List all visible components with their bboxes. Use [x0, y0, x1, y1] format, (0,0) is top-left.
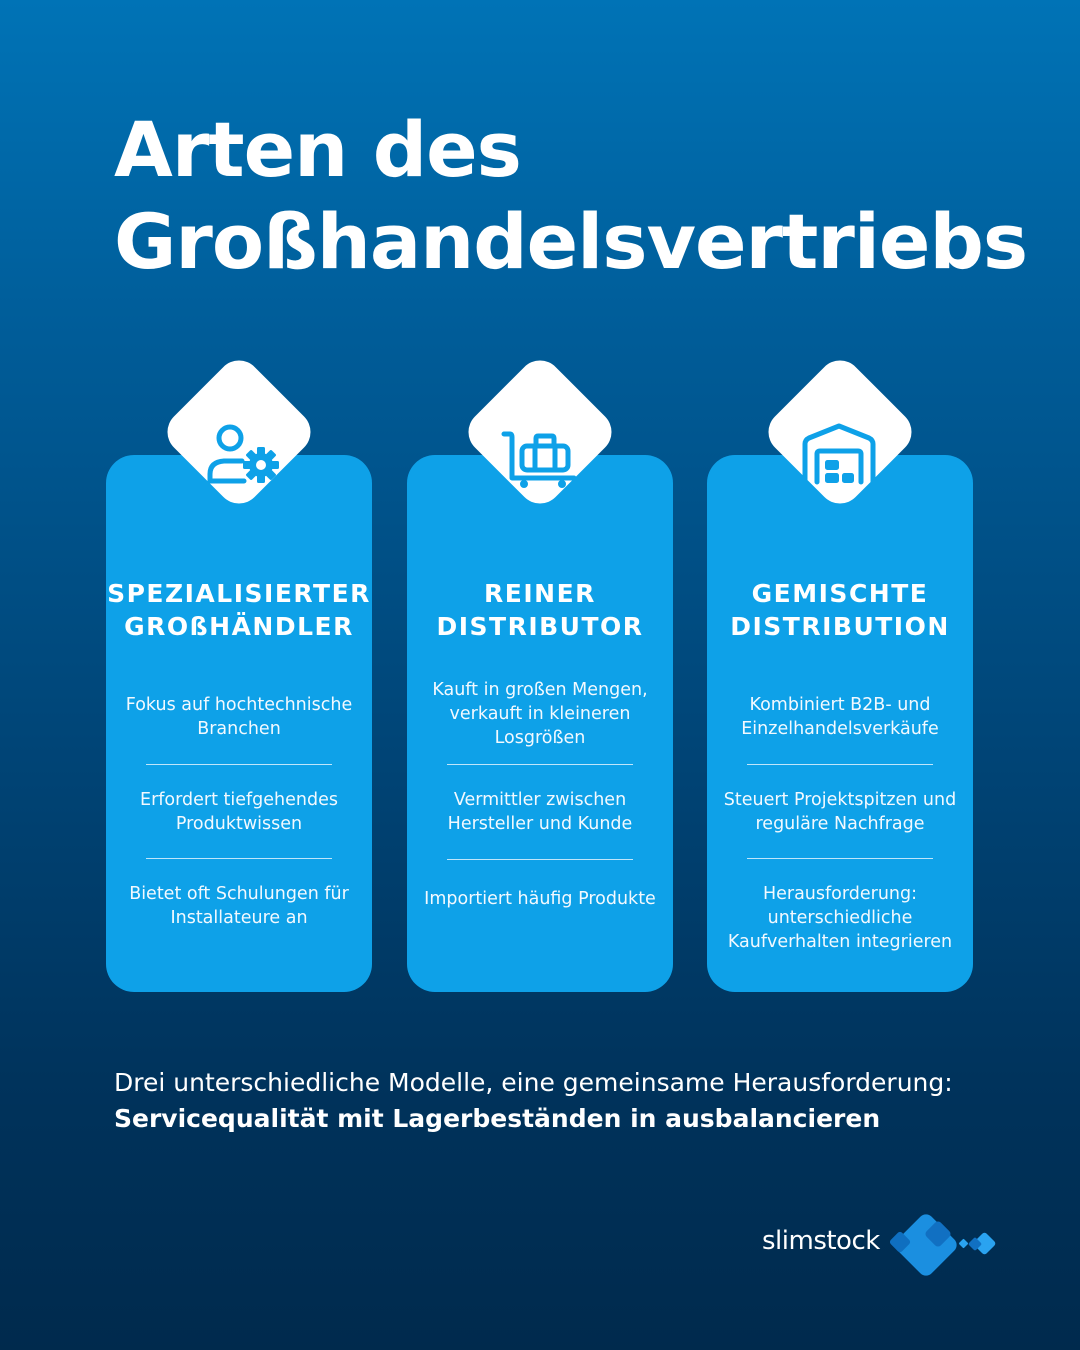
card-bullet: Bietet oft Schulungen für Installateure … — [129, 884, 349, 928]
divider — [747, 858, 933, 859]
user-gear-icon — [200, 418, 284, 494]
divider — [447, 764, 633, 765]
card-bullet: Erfordert tiefgehendes Produktwissen — [140, 790, 338, 834]
logo-diamonds-icon — [889, 1214, 996, 1276]
card-bullet: Vermittler zwischen Hersteller und Kunde — [447, 790, 633, 834]
warehouse-icon — [799, 418, 883, 494]
card-pure-distributor: REINER DISTRIBUTOR Kauft in großen Menge… — [407, 455, 673, 992]
card-bullet: Herausforderung: unterschiedliche Kaufve… — [727, 884, 953, 952]
card-title-line-2: DISTRIBUTOR — [436, 612, 644, 641]
divider — [146, 858, 332, 859]
card-title-line-2: DISTRIBUTION — [730, 612, 950, 641]
divider — [146, 764, 332, 765]
slimstock-logo: slimstock — [760, 1210, 1010, 1280]
footer-text: Drei unterschiedliche Modelle, eine geme… — [114, 1065, 953, 1137]
footer-line-1: Drei unterschiedliche Modelle, eine geme… — [114, 1068, 953, 1097]
card-title: GEMISCHTE DISTRIBUTION — [707, 577, 973, 643]
card-bullet: Steuert Projektspitzen und reguläre Nach… — [723, 790, 957, 834]
card-bullet: Kauft in großen Mengen, verkauft in klei… — [432, 680, 648, 748]
card-title-line-1: REINER — [484, 579, 596, 608]
divider — [447, 859, 633, 860]
card-mixed-distribution: GEMISCHTE DISTRIBUTION Kombiniert B2B- u… — [707, 455, 973, 992]
card-bullet: Importiert häufig Produkte — [424, 889, 656, 909]
luggage-cart-icon — [498, 418, 582, 494]
page-title: Arten des Großhandelsvertriebs — [114, 104, 1028, 288]
title-line-1: Arten des — [114, 105, 522, 194]
card-specialized-wholesaler: SPEZIALISIERTER GROßHÄNDLER Fokus auf ho… — [106, 455, 372, 992]
card-title: REINER DISTRIBUTOR — [407, 577, 673, 643]
footer-line-2: Servicequalität mit Lagerbeständen in au… — [114, 1104, 881, 1133]
card-title-line-1: GEMISCHTE — [751, 579, 929, 608]
card-bullet: Fokus auf hochtechnische Branchen — [125, 695, 353, 739]
card-title-line-2: GROßHÄNDLER — [124, 612, 354, 641]
title-line-2: Großhandelsvertriebs — [114, 197, 1028, 286]
divider — [747, 764, 933, 765]
card-title-line-1: SPEZIALISIERTER — [107, 579, 371, 608]
card-title: SPEZIALISIERTER GROßHÄNDLER — [106, 577, 372, 643]
card-bullet: Kombiniert B2B- und Einzelhandelsverkäuf… — [741, 695, 939, 739]
logo-wordmark: slimstock — [762, 1226, 880, 1256]
